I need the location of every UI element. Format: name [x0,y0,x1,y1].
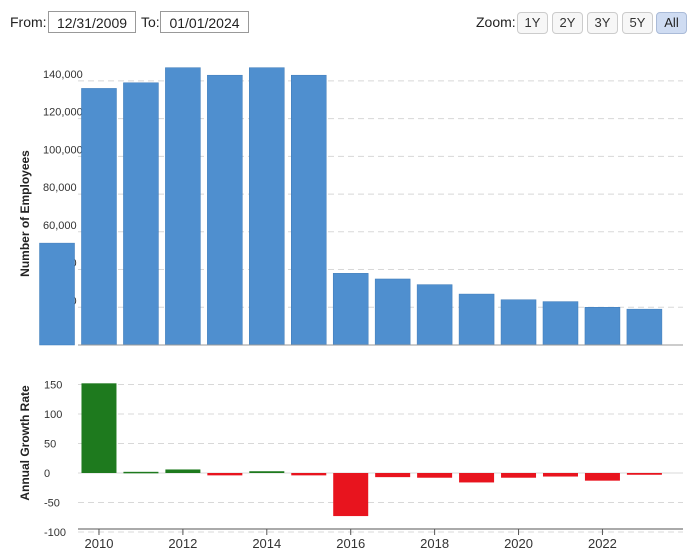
growth-bar-negative [291,473,327,476]
x-axis: 2010 2012 2014 2016 2018 2020 2022 [78,528,683,551]
x-tick-label: 2014 [252,536,281,551]
growth-bar-negative [207,473,243,476]
growth-bar-negative [333,473,369,517]
y-tick-label: 100,000 [43,144,83,156]
employees-bar [165,67,201,346]
y-axis-title: Annual Growth Rate [18,385,32,501]
employees-chart: 020,00040,00060,00080,000100,000120,0001… [18,67,683,346]
y-tick-label: 0 [44,468,50,480]
y-tick-label: 120,000 [43,107,83,119]
growth-bar-positive [81,383,117,473]
to-date-input[interactable]: 01/01/2024 [160,11,249,33]
employees-bar [249,67,285,346]
y-tick-label: 150 [44,380,62,392]
growth-rate-chart: -100 -50 0 50 100 150 Annual Growth Rate [18,380,683,539]
employees-bar [458,293,495,346]
x-tick-label: 2012 [168,536,197,551]
y-tick-label: -100 [44,527,66,539]
zoom-3y-button[interactable]: 3Y [587,12,618,34]
zoom-5y-button[interactable]: 5Y [622,12,653,34]
employees-bar [81,88,117,346]
employees-bar [123,82,159,346]
x-tick-label: 2020 [504,536,533,551]
growth-bar-negative [542,473,578,477]
y-tick-label: 50 [44,439,56,451]
zoom-1y-button[interactable]: 1Y [517,12,548,34]
from-date-input[interactable]: 12/31/2009 [48,11,136,33]
employees-bar [626,308,663,346]
y-tick-label: 100 [44,409,62,421]
y-tick-label: -50 [44,498,60,510]
growth-bar-negative [584,473,620,481]
employees-bar [500,299,537,346]
growth-bar-positive [249,471,285,473]
growth-bar-negative [626,473,662,475]
growth-bar-negative [459,473,495,483]
x-tick-label: 2022 [588,536,617,551]
zoom-all-button[interactable]: All [656,12,687,34]
growth-bar-negative [375,473,411,478]
toolbar: From: 12/31/2009 To: 01/01/2024 Zoom: 1Y… [0,0,700,46]
employees-bar [207,74,243,346]
employees-bar [542,301,579,346]
y-tick-label: 80,000 [43,182,77,194]
from-label: From: [10,14,47,30]
y-tick-label: 60,000 [43,220,77,232]
employees-bar [39,242,75,346]
zoom-2y-button[interactable]: 2Y [552,12,583,34]
employees-bar [416,284,453,346]
employees-bar [374,278,411,346]
employees-bar [332,273,369,346]
employees-bar [584,307,621,346]
growth-bar-negative [501,473,537,478]
growth-bar-positive [123,471,159,474]
zoom-label: Zoom: [476,14,516,30]
y-tick-label: 140,000 [43,69,83,81]
employees-bar [291,74,327,346]
x-tick-label: 2018 [420,536,449,551]
to-label: To: [141,14,160,30]
x-tick-label: 2010 [85,536,114,551]
growth-bar-negative [417,473,453,478]
x-tick-label: 2016 [336,536,365,551]
growth-bar-positive [165,469,201,473]
y-axis-title: Number of Employees [18,150,32,277]
